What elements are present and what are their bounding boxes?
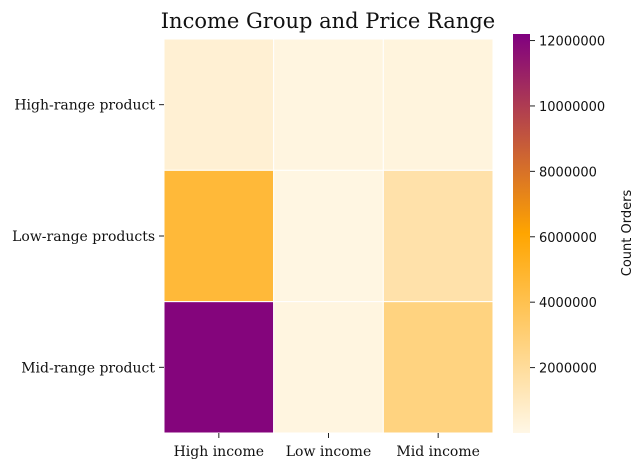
y-tick-label: Low-range products [12, 229, 155, 245]
heatmap-cell [382, 38, 494, 171]
colorbar-label: Count Orders [620, 190, 635, 277]
colorbar-tick-label: 8000000 [539, 165, 597, 180]
y-tick-label: High-range product [14, 98, 155, 114]
colorbar-tick-label: 10000000 [539, 100, 605, 115]
x-tick-label: High income [174, 444, 264, 460]
colorbar-tick-label: 4000000 [539, 296, 597, 311]
heatmap-cell [163, 169, 275, 303]
heatmap-cells [163, 38, 494, 434]
x-tick-label: Low income [286, 444, 371, 460]
heatmap-cell [163, 301, 275, 434]
heatmap-cell [273, 301, 384, 434]
colorbar-tick-label: 2000000 [539, 362, 597, 377]
x-axis: High income Low income Mid income [174, 433, 480, 460]
colorbar-tick-label: 12000000 [539, 35, 605, 50]
heatmap-cell [163, 38, 275, 171]
colorbar-ticks: 2000000 4000000 6000000 8000000 10000000 1200… [530, 35, 605, 377]
colorbar-tick-label: 6000000 [539, 231, 597, 246]
colorbar-gradient [513, 34, 530, 433]
heatmap-cell [382, 301, 494, 434]
y-tick-label: Mid-range product [21, 360, 155, 376]
colorbar: 2000000 4000000 6000000 8000000 10000000 1200… [513, 34, 635, 433]
x-tick-label: Mid income [396, 444, 480, 460]
heatmap-cell [273, 169, 384, 303]
heatmap-cell [273, 38, 384, 171]
heatmap-cell [382, 169, 494, 303]
chart-title: Income Group and Price Range [161, 9, 495, 33]
y-axis: High-range product Low-range products Mid-… [12, 98, 164, 376]
